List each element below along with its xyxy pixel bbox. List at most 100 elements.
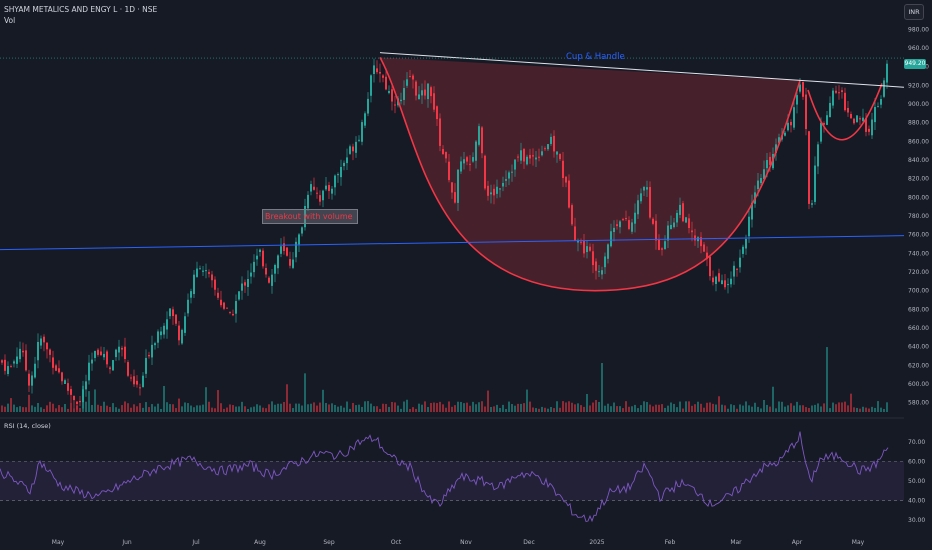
volume-bar bbox=[784, 406, 786, 412]
volume-bar bbox=[325, 402, 327, 412]
symbol-title[interactable]: SHYAM METALICS AND ENGY L · 1D · NSE bbox=[4, 5, 158, 14]
candle-body bbox=[463, 159, 465, 164]
candle-body bbox=[592, 251, 594, 266]
candle-body bbox=[331, 188, 333, 194]
candle-body bbox=[217, 292, 219, 298]
volume-bar bbox=[433, 402, 435, 412]
volume-bar bbox=[382, 403, 384, 412]
candle-body bbox=[373, 65, 375, 74]
candle-body bbox=[301, 227, 303, 234]
volume-bar bbox=[415, 408, 417, 412]
price-tick-label: 920.00 bbox=[908, 82, 929, 89]
candle-body bbox=[268, 277, 270, 283]
candle-body bbox=[349, 146, 351, 154]
volume-bar bbox=[568, 401, 570, 412]
volume-bar bbox=[46, 405, 48, 412]
candle-body bbox=[445, 152, 447, 159]
candle-body bbox=[739, 257, 741, 268]
candle-body bbox=[163, 325, 165, 335]
volume-bar bbox=[367, 401, 369, 412]
volume-bars bbox=[1, 347, 888, 412]
volume-bar bbox=[724, 405, 726, 412]
candle-body bbox=[505, 179, 507, 181]
volume-bar bbox=[169, 404, 171, 412]
candle-body bbox=[298, 234, 300, 245]
candle-body bbox=[223, 302, 225, 309]
volume-bar bbox=[760, 408, 762, 412]
candles bbox=[1, 58, 888, 410]
candle-body bbox=[25, 350, 27, 371]
volume-bar bbox=[493, 406, 495, 412]
candle-body bbox=[7, 366, 9, 375]
volume-bar bbox=[223, 408, 225, 412]
candle-body bbox=[544, 148, 546, 150]
price-axis: 580.00 600.00 620.00 640.00 660.00 680.00 700.… bbox=[908, 26, 929, 406]
volume-bar bbox=[715, 404, 717, 412]
volume-bar bbox=[217, 390, 219, 412]
volume-bar bbox=[73, 408, 75, 412]
volume-bar bbox=[754, 402, 756, 412]
volume-bar bbox=[385, 403, 387, 412]
volume-bar bbox=[799, 405, 801, 412]
volume-bar bbox=[220, 403, 222, 412]
volume-bar bbox=[469, 405, 471, 412]
volume-bar bbox=[121, 405, 123, 412]
volume-bar bbox=[721, 404, 723, 412]
cup-fill-area bbox=[380, 57, 800, 291]
volume-bar bbox=[523, 403, 525, 412]
volume-bar bbox=[403, 401, 405, 412]
volume-bar bbox=[376, 406, 378, 412]
volume-bar bbox=[442, 404, 444, 412]
candle-body bbox=[529, 154, 531, 159]
volume-bar bbox=[727, 408, 729, 412]
volume-bar bbox=[514, 405, 516, 412]
candle-body bbox=[574, 226, 576, 241]
volume-bar bbox=[304, 373, 306, 412]
candle-body bbox=[670, 224, 672, 230]
time-axis: May Jun Jul Aug Sep Oct Nov Dec 2025 Feb Mar Apr May bbox=[52, 539, 865, 546]
candle-body bbox=[604, 256, 606, 268]
volume-bar bbox=[643, 401, 645, 412]
candle-body bbox=[880, 99, 882, 105]
candle-body bbox=[379, 72, 381, 74]
candle-body bbox=[58, 368, 60, 373]
volume-bar bbox=[511, 404, 513, 412]
price-tick-label: 760.00 bbox=[908, 232, 929, 239]
volume-bar bbox=[700, 403, 702, 412]
price-tick-label: 980.00 bbox=[908, 26, 929, 33]
volume-bar bbox=[688, 401, 690, 412]
volume-bar bbox=[679, 401, 681, 412]
volume-bar bbox=[268, 404, 270, 412]
candle-body bbox=[37, 341, 39, 361]
volume-bar bbox=[736, 408, 738, 412]
rsi-label[interactable]: RSI (14, close) bbox=[4, 422, 51, 430]
candle-body bbox=[475, 141, 477, 161]
candle-body bbox=[28, 373, 30, 386]
candle-body bbox=[358, 139, 360, 141]
candle-body bbox=[616, 224, 618, 227]
volume-bar bbox=[13, 404, 15, 412]
volume-bar bbox=[136, 406, 138, 412]
volume-bar bbox=[259, 405, 261, 412]
candle-body bbox=[190, 291, 192, 298]
candle-body bbox=[595, 261, 597, 271]
candle-body bbox=[439, 118, 441, 146]
volume-label: Vol bbox=[4, 16, 16, 25]
volume-bar bbox=[283, 402, 285, 412]
candle-body bbox=[496, 186, 498, 194]
volume-bar bbox=[43, 408, 45, 412]
candle-body bbox=[391, 89, 393, 102]
candle-body bbox=[175, 314, 177, 324]
volume-bar bbox=[640, 405, 642, 412]
candle-body bbox=[736, 268, 738, 270]
volume-bar bbox=[196, 405, 198, 412]
volume-bar bbox=[292, 408, 294, 412]
candle-body bbox=[310, 184, 312, 192]
currency-badge[interactable]: INR bbox=[904, 4, 924, 20]
volume-bar bbox=[730, 404, 732, 412]
candle-body bbox=[691, 230, 693, 233]
candle-body bbox=[760, 178, 762, 184]
candle-body bbox=[556, 151, 558, 155]
time-tick-label: Jul bbox=[191, 539, 200, 546]
